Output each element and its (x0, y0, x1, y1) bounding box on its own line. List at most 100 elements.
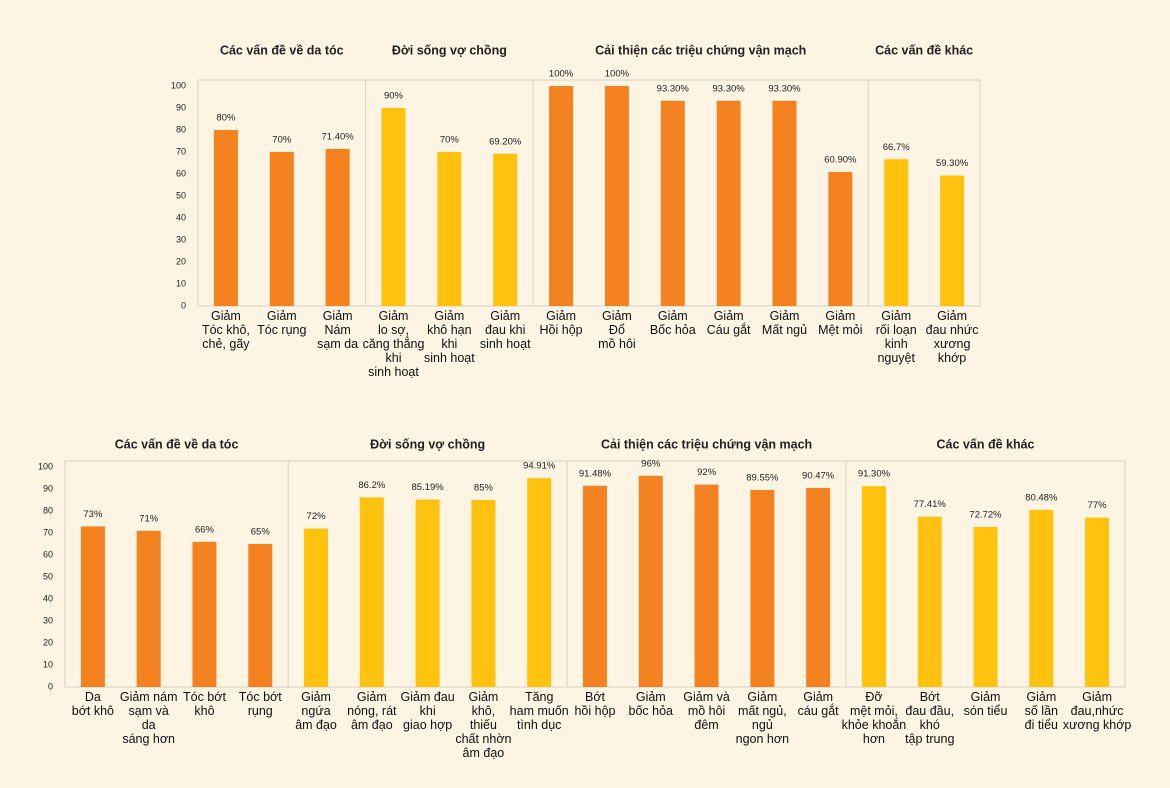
y-tick-label: 40 (176, 212, 186, 222)
value-label: 85% (474, 483, 494, 494)
y-tick-label: 80 (43, 505, 53, 515)
category-label: Giảm cáu gắt (797, 690, 839, 718)
y-tick-label: 10 (43, 659, 53, 669)
y-tick-label: 20 (43, 637, 53, 647)
value-label: 93.30% (657, 83, 690, 94)
bar (493, 153, 518, 306)
category-label: Da bớt khô (71, 690, 115, 718)
category-label: Giảm ngứa âm đạo (295, 690, 337, 732)
value-label: 93.30% (713, 83, 746, 94)
category-label: Giảm lo sợ, căng thẳng khi sinh hoạt (362, 309, 425, 379)
category-label: Giảm đau khi sinh hoạt (479, 309, 531, 351)
bar (1029, 509, 1054, 687)
category-label: Đỡ mệt mỏi, khỏe khoắn hơn (841, 690, 907, 746)
plot-frame (197, 79, 981, 307)
bar (136, 530, 161, 687)
bar (471, 500, 496, 687)
value-label: 60.90% (824, 155, 857, 166)
bar (917, 516, 942, 687)
bar (248, 544, 273, 687)
value-label: 90% (384, 91, 404, 102)
category-label: Giảm Bốc hỏa (649, 309, 696, 337)
value-label: 96% (641, 458, 661, 469)
value-label: 59.30% (936, 158, 969, 169)
y-tick-label: 80 (176, 124, 186, 134)
value-label: 80.48% (1025, 492, 1058, 503)
y-tick-label: 70 (176, 146, 186, 156)
y-tick-label: 0 (48, 681, 53, 691)
bar (1085, 517, 1110, 687)
y-tick-label: 70 (43, 527, 53, 537)
category-label: Bớt hồi hộp (574, 690, 616, 718)
bar (940, 175, 965, 306)
category-label: Giảm khô hạn khi sinh hoạt (423, 309, 475, 365)
bar (772, 100, 797, 307)
y-tick-label: 20 (176, 256, 186, 266)
bar (750, 489, 775, 687)
y-tick-label: 60 (43, 549, 53, 559)
bar (549, 86, 574, 306)
y-tick-label: 90 (43, 483, 53, 493)
y-tick-label: 10 (176, 278, 186, 288)
value-label: 93.30% (768, 83, 801, 94)
bar (660, 100, 685, 307)
bar (861, 486, 886, 687)
value-label: 70% (440, 135, 460, 146)
bar (437, 152, 462, 306)
value-label: 89.55% (746, 473, 779, 484)
bar (325, 148, 350, 306)
bar (359, 497, 384, 687)
category-label: Giảm Tóc rụng (257, 309, 307, 337)
group-title: Cải thiện các triệu chứng vận mạch (601, 437, 812, 451)
y-tick-label: 60 (176, 168, 186, 178)
bar (694, 484, 719, 687)
value-label: 80% (216, 113, 236, 124)
y-tick-label: 100 (171, 80, 186, 90)
category-label: Giảm bốc hỏa (628, 690, 674, 718)
y-tick-label: 30 (176, 234, 186, 244)
y-tick-label: 30 (43, 615, 53, 625)
value-label: 91.48% (579, 468, 612, 479)
category-label: Giảm Cáu gắt (706, 309, 751, 337)
value-label: 94.91% (523, 461, 556, 472)
bar (828, 172, 853, 306)
value-label: 85.19% (412, 482, 445, 493)
group-title: Các vấn đề khác (875, 43, 973, 57)
bar (381, 108, 406, 306)
bar (527, 478, 552, 687)
value-label: 77.41% (914, 499, 947, 510)
category-label: Giảm nám sạm và da sáng hơn (119, 690, 178, 746)
y-tick-label: 50 (176, 190, 186, 200)
value-label: 72% (307, 511, 327, 522)
bar (973, 527, 998, 687)
group-title: Đời sống vợ chồng (392, 43, 507, 57)
value-label: 90.47% (802, 470, 835, 481)
category-label: Giảm Đổ mồ hôi (598, 309, 636, 351)
y-tick-label: 50 (43, 571, 53, 581)
value-label: 100% (549, 69, 574, 80)
bar (604, 86, 629, 306)
category-label: Giảm rối loạn kinh nguyệt (875, 309, 917, 365)
value-label: 66% (195, 524, 215, 535)
bar (415, 499, 440, 687)
y-tick-label: 100 (38, 461, 53, 471)
value-label: 77% (1088, 500, 1108, 511)
y-tick-label: 40 (43, 593, 53, 603)
value-label: 100% (605, 69, 630, 80)
group-title: Các vấn đề khác (937, 437, 1035, 451)
bar (583, 485, 607, 687)
bar (213, 130, 238, 306)
value-label: 73% (83, 509, 103, 520)
category-label: Giảm nóng, rát âm đạo (347, 690, 397, 732)
category-label: Giảm và mồ hôi đêm (683, 690, 730, 732)
value-label: 70% (272, 135, 292, 146)
category-label: Tóc bớt khô (183, 690, 226, 718)
bar (80, 526, 105, 687)
value-label: 91.30% (858, 469, 891, 480)
category-label: Giảm đau khi giao hợp (400, 690, 455, 732)
group-title: Các vấn đề về da tóc (115, 437, 239, 451)
category-label: Giảm són tiểu (963, 690, 1008, 718)
category-label: Giảm Tóc khô, chẻ, gãy (201, 309, 250, 351)
